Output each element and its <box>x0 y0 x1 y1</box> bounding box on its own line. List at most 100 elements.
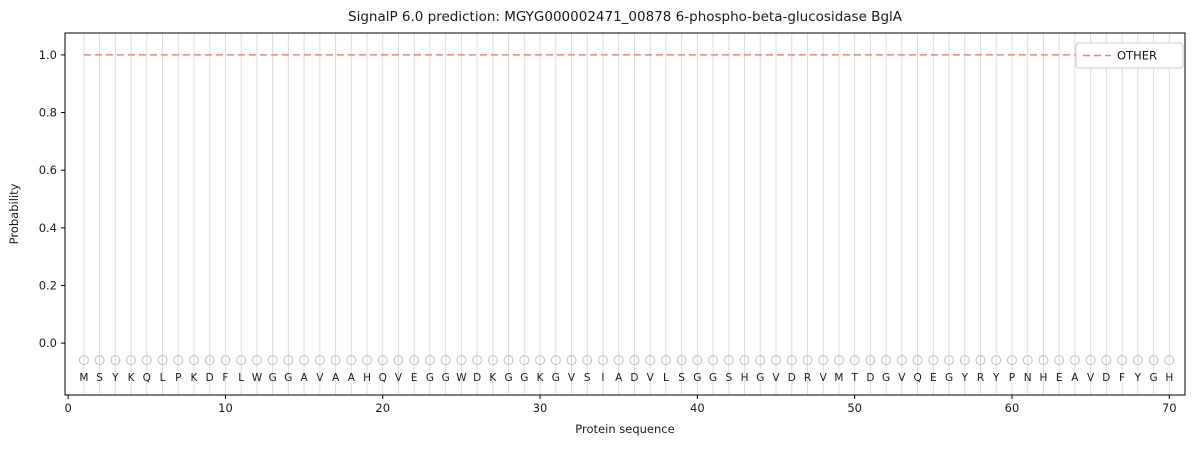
residue-letter: V <box>898 372 906 384</box>
residue-marker <box>771 355 782 366</box>
x-tick-label: 50 <box>847 401 862 415</box>
residue-letter: V <box>395 372 403 384</box>
y-tick-label: 1.0 <box>39 48 57 62</box>
residue-marker <box>314 355 325 366</box>
residue-marker <box>1117 355 1128 366</box>
residue-marker <box>503 355 514 366</box>
residue-letter: G <box>552 372 560 384</box>
y-axis-label: Probability <box>7 183 21 244</box>
residue-letter: L <box>663 372 669 384</box>
residue-letter: Y <box>111 372 119 384</box>
residue-letter: A <box>1071 372 1079 384</box>
residue-marker <box>330 355 341 366</box>
residue-letter: G <box>693 372 701 384</box>
residue-marker <box>188 355 199 366</box>
residue-marker <box>896 355 907 366</box>
residue-letter: H <box>741 372 749 384</box>
residue-marker <box>818 355 829 366</box>
legend: OTHER <box>1075 42 1184 69</box>
residue-marker <box>535 355 546 366</box>
residue-letter: K <box>128 372 136 384</box>
residue-letter: A <box>301 372 309 384</box>
residue-letter: G <box>505 372 513 384</box>
residue-letter: V <box>1087 372 1095 384</box>
residue-marker <box>723 355 734 366</box>
residue-letter: M <box>834 372 843 384</box>
residue-marker <box>346 355 357 366</box>
residue-letter: A <box>348 372 356 384</box>
residue-marker <box>157 355 168 366</box>
y-tick-label: 0.2 <box>39 278 57 292</box>
residue-letter: S <box>96 372 103 384</box>
residue-marker <box>126 355 137 366</box>
residue-letter: Y <box>961 372 969 384</box>
residue-marker <box>755 355 766 366</box>
residue-letter: E <box>1056 372 1063 384</box>
residue-marker <box>173 355 184 366</box>
residue-marker <box>802 355 813 366</box>
residue-marker <box>739 355 750 366</box>
residue-marker <box>1054 355 1065 366</box>
residue-letter: D <box>788 372 796 384</box>
residue-letter: V <box>568 372 576 384</box>
residue-letter: K <box>489 372 497 384</box>
residue-letter: V <box>316 372 324 384</box>
residue-marker <box>912 355 923 366</box>
x-tick-label: 0 <box>64 401 71 415</box>
y-tick-label: 0.6 <box>39 163 57 177</box>
residue-marker <box>1148 355 1159 366</box>
x-tick-label: 60 <box>1005 401 1020 415</box>
residue-letter: K <box>537 372 545 384</box>
residue-marker <box>550 355 561 366</box>
residue-letter: S <box>678 372 685 384</box>
residue-marker <box>1022 355 1033 366</box>
residue-marker <box>236 355 247 366</box>
residue-marker <box>849 355 860 366</box>
residue-marker <box>928 355 939 366</box>
residue-letter: K <box>191 372 199 384</box>
legend-label: OTHER <box>1117 49 1157 63</box>
residue-marker <box>409 355 420 366</box>
residue-letter: G <box>520 372 528 384</box>
residue-letter: Y <box>1134 372 1142 384</box>
residue-marker <box>676 355 687 366</box>
residue-marker <box>660 355 671 366</box>
residue-letter: L <box>238 372 244 384</box>
residue-marker <box>251 355 262 366</box>
residue-letter: G <box>756 372 764 384</box>
chart-title: SignalP 6.0 prediction: MGYG000002471_00… <box>348 9 903 25</box>
residue-letter: H <box>1039 372 1047 384</box>
residue-marker <box>440 355 451 366</box>
residue-letter: F <box>222 372 228 384</box>
residue-letter: D <box>206 372 214 384</box>
residue-marker <box>645 355 656 366</box>
residue-marker <box>1069 355 1080 366</box>
residue-letter: G <box>945 372 953 384</box>
residue-marker <box>991 355 1002 366</box>
x-tick-label: 70 <box>1162 401 1177 415</box>
residue-marker <box>220 355 231 366</box>
residue-marker <box>1164 355 1175 366</box>
residue-letter: A <box>332 372 340 384</box>
residue-letter: W <box>456 372 467 384</box>
residue-marker <box>582 355 593 366</box>
residue-marker <box>472 355 483 366</box>
residue-marker <box>299 355 310 366</box>
x-axis-label: Protein sequence <box>575 422 674 436</box>
residue-letter: P <box>1009 372 1015 384</box>
residue-marker <box>1038 355 1049 366</box>
residue-marker <box>566 355 577 366</box>
residue-letter: G <box>882 372 890 384</box>
y-tick-label: 0.8 <box>39 106 57 120</box>
residue-letter: G <box>426 372 434 384</box>
residue-letter: I <box>601 372 604 384</box>
gridlines <box>83 33 1170 395</box>
residue-letter: T <box>850 372 858 384</box>
residue-marker <box>487 355 498 366</box>
residue-marker <box>267 355 278 366</box>
residue-marker <box>613 355 624 366</box>
residue-marker <box>833 355 844 366</box>
residue-letter: D <box>630 372 638 384</box>
